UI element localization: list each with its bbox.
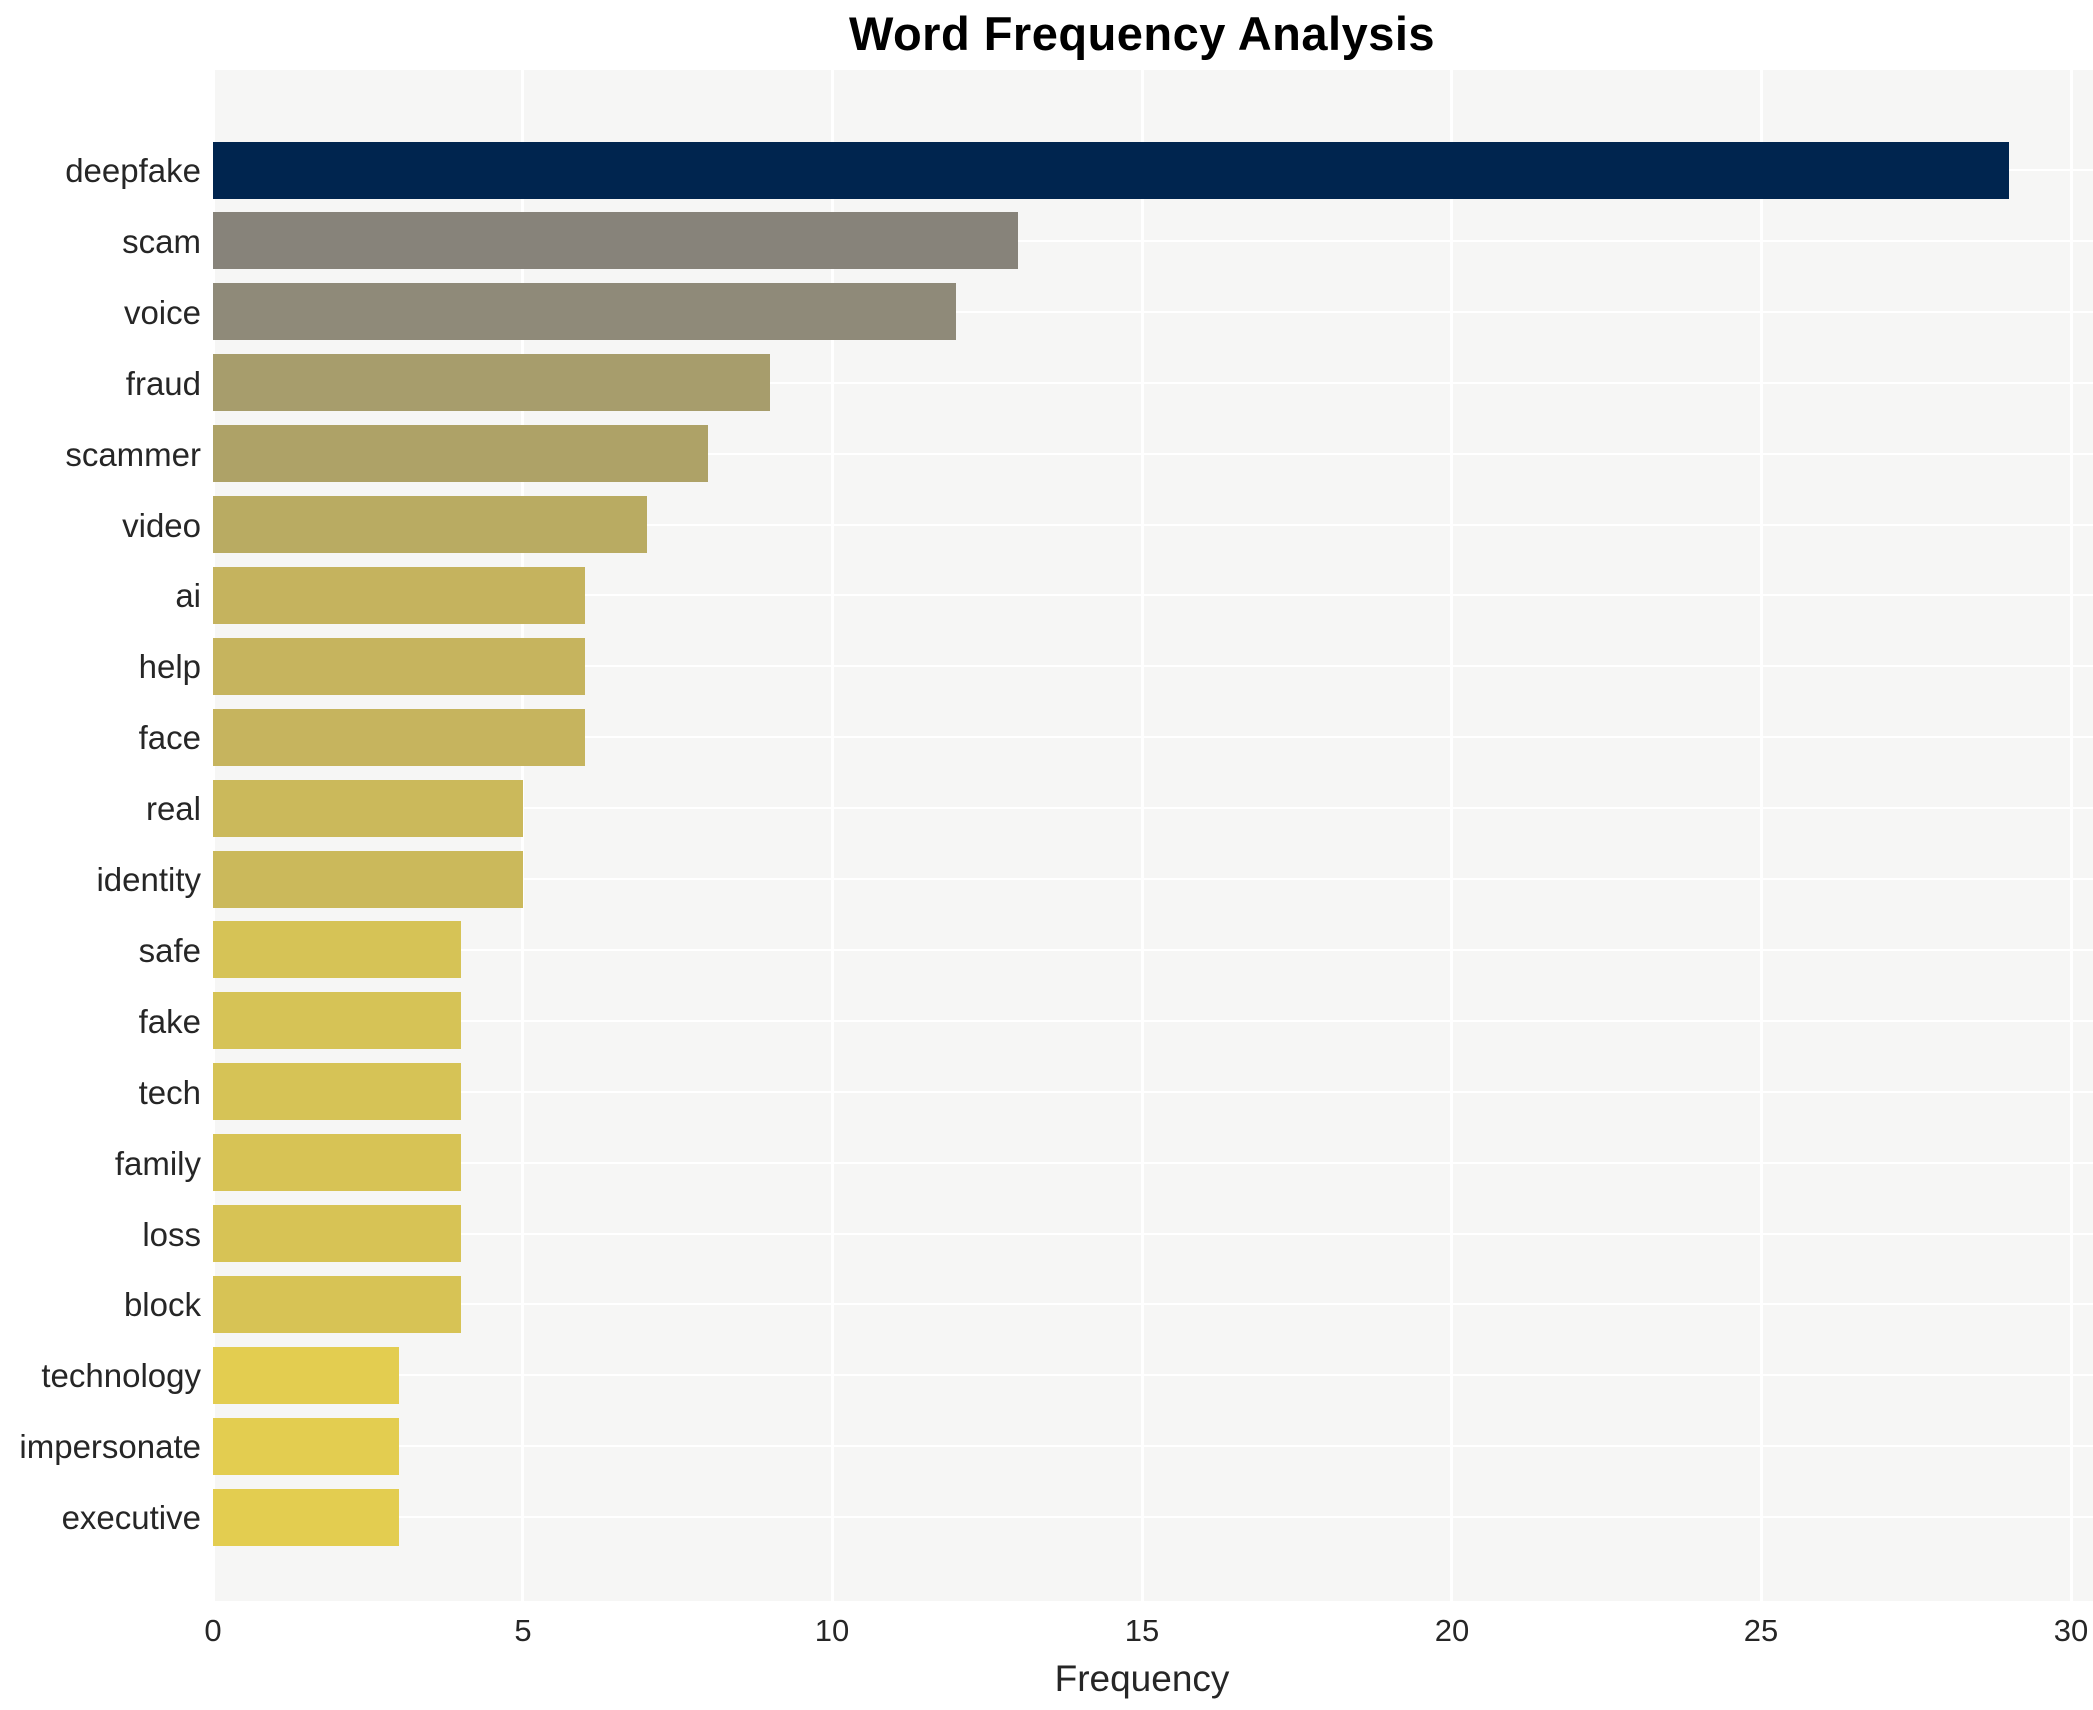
category-label-scam: scam (122, 223, 201, 260)
bar-executive (213, 1489, 399, 1546)
v-gridline (2070, 70, 2073, 1601)
category-label-ai: ai (175, 577, 201, 614)
category-label-identity: identity (96, 861, 201, 898)
category-label-technology: technology (41, 1357, 201, 1394)
category-label-block: block (123, 1286, 201, 1323)
category-label-fraud: fraud (125, 365, 201, 402)
x-tick-label-10: 10 (814, 1613, 850, 1648)
v-gridline (1760, 70, 1763, 1601)
h-gridline (213, 736, 2093, 738)
category-label-impersonate: impersonate (19, 1428, 201, 1465)
bar-impersonate (213, 1418, 399, 1475)
bar-real (213, 780, 523, 837)
h-gridline (213, 1233, 2093, 1235)
v-gridline (1141, 70, 1144, 1601)
x-tick-label-25: 25 (1743, 1613, 1779, 1648)
plot-area (212, 70, 2093, 1601)
h-gridline (213, 665, 2093, 667)
category-label-scammer: scammer (65, 436, 201, 473)
h-gridline (213, 1516, 2093, 1518)
x-tick-label-0: 0 (204, 1613, 222, 1648)
category-label-tech: tech (138, 1074, 201, 1111)
category-label-help: help (138, 648, 201, 685)
x-tick-label-15: 15 (1124, 1613, 1160, 1648)
h-gridline (213, 1091, 2093, 1093)
category-label-loss: loss (142, 1216, 201, 1253)
category-label-executive: executive (61, 1499, 201, 1536)
h-gridline (213, 1303, 2093, 1305)
bar-fraud (213, 354, 770, 411)
bar-technology (213, 1347, 399, 1404)
category-label-voice: voice (123, 294, 201, 331)
x-tick-label-30: 30 (2053, 1613, 2089, 1648)
bar-fake (213, 992, 461, 1049)
bar-voice (213, 283, 956, 340)
h-gridline (213, 453, 2093, 455)
bar-help (213, 638, 585, 695)
h-gridline (213, 1374, 2093, 1376)
v-gridline (831, 70, 834, 1601)
bar-loss (213, 1205, 461, 1262)
bar-scammer (213, 425, 708, 482)
bar-deepfake (213, 142, 2009, 199)
h-gridline (213, 1162, 2093, 1164)
bar-tech (213, 1063, 461, 1120)
h-gridline (213, 240, 2093, 242)
x-tick-label-5: 5 (514, 1613, 532, 1648)
category-label-face: face (138, 719, 201, 756)
x-axis-title: Frequency (1054, 1658, 1230, 1699)
category-label-video: video (122, 507, 201, 544)
bar-safe (213, 921, 461, 978)
h-gridline (213, 1020, 2093, 1022)
category-label-real: real (145, 790, 201, 827)
bar-identity (213, 851, 523, 908)
h-gridline (213, 382, 2093, 384)
chart-title: Word Frequency Analysis (848, 7, 1436, 60)
category-label-deepfake: deepfake (65, 152, 201, 189)
bar-scam (213, 212, 1018, 269)
x-tick-label-20: 20 (1434, 1613, 1470, 1648)
bar-ai (213, 567, 585, 624)
bar-family (213, 1134, 461, 1191)
h-gridline (213, 807, 2093, 809)
bar-video (213, 496, 647, 553)
h-gridline (213, 1445, 2093, 1447)
h-gridline (213, 524, 2093, 526)
h-gridline (213, 949, 2093, 951)
category-label-safe: safe (138, 932, 201, 969)
category-label-fake: fake (138, 1003, 201, 1040)
bar-face (213, 709, 585, 766)
bar-block (213, 1276, 461, 1333)
h-gridline (213, 878, 2093, 880)
category-label-family: family (114, 1145, 201, 1182)
h-gridline (213, 311, 2093, 313)
v-gridline (1450, 70, 1453, 1601)
h-gridline (213, 594, 2093, 596)
